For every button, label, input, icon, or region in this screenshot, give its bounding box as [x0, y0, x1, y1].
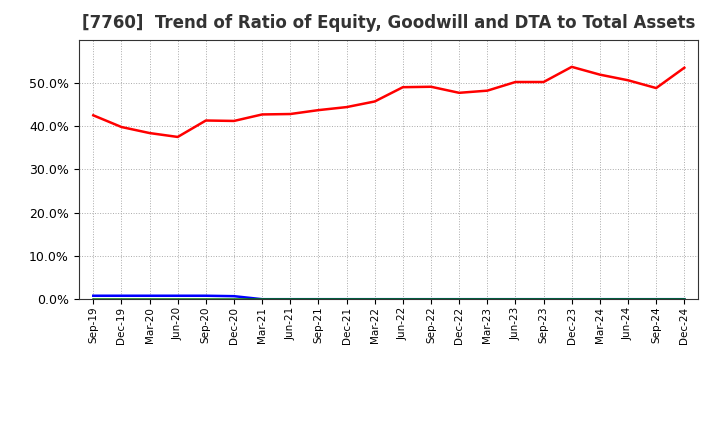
Goodwill [455, 297, 464, 302]
Equity [595, 72, 604, 77]
Equity [314, 107, 323, 113]
Deferred Tax Assets [174, 297, 182, 302]
Deferred Tax Assets [314, 297, 323, 302]
Equity [286, 111, 294, 117]
Goodwill [230, 293, 238, 299]
Goodwill [314, 297, 323, 302]
Deferred Tax Assets [455, 297, 464, 302]
Goodwill [342, 297, 351, 302]
Deferred Tax Assets [652, 297, 660, 302]
Equity [117, 125, 126, 130]
Goodwill [483, 297, 492, 302]
Goodwill [174, 293, 182, 298]
Goodwill [117, 293, 126, 298]
Equity [202, 118, 210, 123]
Deferred Tax Assets [117, 297, 126, 302]
Goodwill [539, 297, 548, 302]
Goodwill [258, 297, 266, 302]
Equity [539, 79, 548, 84]
Line: Goodwill: Goodwill [94, 296, 684, 299]
Goodwill [427, 297, 436, 302]
Deferred Tax Assets [483, 297, 492, 302]
Equity [145, 130, 154, 136]
Equity [89, 113, 98, 118]
Deferred Tax Assets [595, 297, 604, 302]
Line: Equity: Equity [94, 67, 684, 137]
Equity [399, 84, 408, 90]
Goodwill [399, 297, 408, 302]
Deferred Tax Assets [258, 297, 266, 302]
Equity [174, 134, 182, 139]
Goodwill [567, 297, 576, 302]
Deferred Tax Assets [370, 297, 379, 302]
Equity [342, 104, 351, 110]
Deferred Tax Assets [427, 297, 436, 302]
Goodwill [680, 297, 688, 302]
Equity [624, 77, 632, 83]
Deferred Tax Assets [145, 297, 154, 302]
Deferred Tax Assets [539, 297, 548, 302]
Equity [680, 65, 688, 70]
Deferred Tax Assets [399, 297, 408, 302]
Goodwill [652, 297, 660, 302]
Goodwill [370, 297, 379, 302]
Equity [258, 112, 266, 117]
Goodwill [286, 297, 294, 302]
Deferred Tax Assets [230, 297, 238, 302]
Title: [7760]  Trend of Ratio of Equity, Goodwill and DTA to Total Assets: [7760] Trend of Ratio of Equity, Goodwil… [82, 15, 696, 33]
Goodwill [89, 293, 98, 298]
Deferred Tax Assets [286, 297, 294, 302]
Goodwill [202, 293, 210, 298]
Equity [511, 79, 520, 84]
Deferred Tax Assets [342, 297, 351, 302]
Goodwill [145, 293, 154, 298]
Deferred Tax Assets [567, 297, 576, 302]
Equity [427, 84, 436, 89]
Equity [652, 85, 660, 91]
Deferred Tax Assets [511, 297, 520, 302]
Equity [370, 99, 379, 104]
Deferred Tax Assets [680, 297, 688, 302]
Deferred Tax Assets [202, 297, 210, 302]
Goodwill [624, 297, 632, 302]
Equity [455, 90, 464, 95]
Equity [567, 64, 576, 70]
Equity [483, 88, 492, 93]
Deferred Tax Assets [624, 297, 632, 302]
Deferred Tax Assets [89, 297, 98, 302]
Goodwill [511, 297, 520, 302]
Goodwill [595, 297, 604, 302]
Equity [230, 118, 238, 124]
